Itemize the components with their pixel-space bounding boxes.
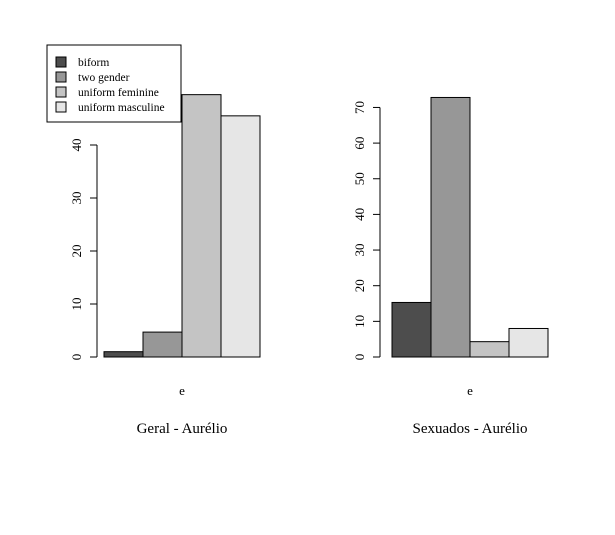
legend-swatch bbox=[55, 56, 67, 68]
x-axis-title: Geral - Aurélio bbox=[137, 421, 228, 437]
legend-label: uniform feminine bbox=[78, 87, 159, 99]
legend-swatch bbox=[55, 86, 67, 98]
y-tick-label: 0 bbox=[69, 354, 84, 361]
bar-uniform-masculine bbox=[508, 327, 549, 358]
y-tick-label: 50 bbox=[352, 172, 367, 185]
bar-biform bbox=[103, 351, 144, 358]
y-tick-label: 30 bbox=[69, 192, 84, 205]
category-label: e bbox=[467, 383, 473, 398]
legend: biform two gender uniform feminine uniform … bbox=[46, 44, 182, 123]
y-tick-label: 10 bbox=[352, 315, 367, 328]
legend-label: two gender bbox=[78, 72, 130, 84]
legend-box bbox=[46, 44, 182, 123]
y-tick-label: 10 bbox=[69, 298, 84, 311]
y-tick-label: 30 bbox=[352, 244, 367, 257]
y-tick-label: 40 bbox=[352, 208, 367, 221]
y-tick-label: 20 bbox=[69, 245, 84, 258]
y-tick-label: 40 bbox=[69, 139, 84, 152]
y-tick-label: 0 bbox=[352, 354, 367, 361]
x-axis-title: Sexuados - Aurélio bbox=[413, 421, 528, 437]
y-tick-label: 60 bbox=[352, 137, 367, 150]
bar-uniform-feminine bbox=[181, 94, 222, 358]
bar-biform bbox=[391, 301, 432, 358]
bar-two-gender bbox=[142, 331, 183, 358]
legend-label: uniform masculine bbox=[78, 102, 165, 114]
y-tick-label: 70 bbox=[352, 101, 367, 114]
bar-two-gender bbox=[430, 96, 471, 358]
legend-label: biform bbox=[78, 57, 109, 69]
legend-swatch bbox=[55, 71, 67, 83]
chart-panel-geral: 0 10 20 30 40 e Geral - Aurélio bbox=[69, 94, 261, 437]
legend-swatch bbox=[55, 101, 67, 113]
chart-panel-sexuados: 0 10 20 30 40 50 60 70 e Sexuados - Aurélio bbox=[352, 96, 549, 437]
y-tick-label: 20 bbox=[352, 279, 367, 292]
bar-uniform-feminine bbox=[469, 341, 510, 358]
category-label: e bbox=[179, 383, 185, 398]
bar-uniform-masculine bbox=[220, 115, 261, 358]
